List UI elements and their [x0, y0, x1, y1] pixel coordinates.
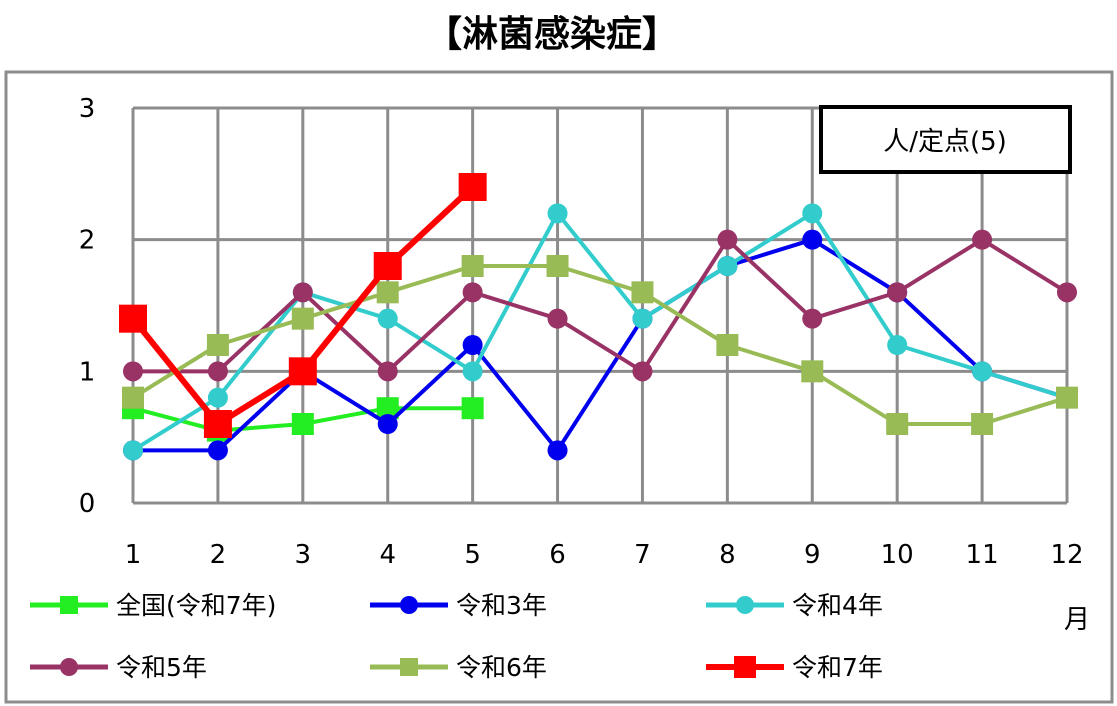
data-point	[376, 397, 399, 420]
data-point	[377, 308, 398, 329]
data-point	[207, 387, 228, 408]
chart-title: 【淋菌感染症】	[426, 14, 678, 55]
x-tick-label: 3	[295, 540, 312, 570]
series-layer	[119, 173, 1078, 461]
data-point	[716, 334, 739, 356]
data-point	[546, 255, 569, 277]
data-point	[887, 335, 908, 355]
unit-label: 人/定点(5)	[883, 127, 1007, 157]
data-point	[377, 414, 398, 434]
data-point	[886, 413, 909, 435]
data-point	[119, 304, 147, 333]
series-line	[131, 211, 1068, 453]
data-point	[292, 282, 313, 303]
data-point	[801, 360, 824, 383]
data-point	[206, 334, 229, 356]
x-tick-label: 7	[634, 540, 651, 570]
data-point	[376, 281, 399, 304]
series-line	[133, 237, 1069, 374]
data-point	[458, 173, 487, 201]
legend-label: 令和3年	[456, 591, 547, 620]
legend-label: 全国(令和7年)	[116, 591, 276, 620]
data-point	[462, 335, 483, 355]
x-tick-label: 12	[1050, 540, 1083, 570]
data-point	[802, 229, 823, 250]
legend-label: 令和5年	[116, 653, 207, 682]
legend-swatch-marker	[736, 596, 754, 614]
legend-item: 令和4年	[706, 591, 883, 620]
y-tick-label: 2	[79, 226, 96, 256]
series-6	[119, 173, 487, 438]
data-point	[373, 252, 402, 280]
data-point	[547, 440, 568, 461]
data-point	[632, 361, 653, 382]
x-tick-label: 9	[804, 540, 821, 570]
data-point	[461, 255, 484, 277]
legend-item: 令和7年	[706, 653, 883, 682]
legend-item: 令和3年	[370, 591, 547, 620]
legend-swatch-marker	[60, 596, 78, 614]
data-point	[717, 229, 738, 250]
legend-swatch-marker	[734, 656, 756, 678]
legend-label: 令和6年	[456, 653, 547, 682]
series-4	[123, 229, 1077, 382]
data-point	[971, 413, 994, 435]
data-point	[547, 308, 568, 329]
data-point	[972, 361, 993, 382]
x-tick-label: 5	[464, 540, 481, 570]
legend-item: 令和6年	[370, 653, 547, 682]
legend-swatch-marker	[400, 596, 418, 614]
series-3	[123, 203, 1077, 461]
x-axis-label: 月	[1064, 605, 1090, 635]
data-point	[547, 203, 568, 224]
data-point	[203, 410, 232, 438]
series-line	[133, 237, 1068, 453]
x-tick-label: 1	[125, 540, 142, 570]
legend-item: 令和5年	[30, 653, 207, 682]
data-point	[461, 397, 484, 420]
data-point	[462, 361, 483, 382]
data-point	[717, 256, 738, 276]
data-point	[207, 361, 228, 382]
legend-label: 令和4年	[792, 591, 883, 620]
legend-label: 令和7年	[792, 653, 883, 682]
data-point	[802, 203, 823, 224]
data-point	[1057, 282, 1077, 303]
data-point	[377, 361, 398, 382]
data-point	[972, 229, 993, 250]
data-point	[1056, 386, 1078, 409]
x-tick-label: 8	[719, 540, 736, 570]
series-5	[122, 255, 1078, 435]
data-point	[632, 308, 653, 329]
data-point	[887, 282, 908, 303]
data-point	[291, 307, 314, 330]
data-point	[207, 440, 228, 461]
x-tick-label: 2	[210, 540, 227, 570]
y-tick-label: 3	[79, 94, 96, 124]
data-point	[288, 357, 317, 386]
series-line	[131, 264, 1068, 426]
legend-swatch-marker	[60, 658, 78, 676]
y-tick-label: 0	[79, 489, 96, 519]
unit-label-box	[819, 105, 1072, 174]
y-tick-label: 1	[79, 357, 96, 387]
x-tick-label: 10	[881, 540, 914, 570]
data-point	[631, 281, 654, 304]
data-point	[802, 308, 823, 329]
data-point	[123, 440, 143, 461]
x-tick-label: 4	[379, 540, 396, 570]
data-point	[462, 282, 483, 303]
x-tick-label: 11	[966, 540, 999, 570]
data-point	[122, 386, 144, 409]
legend-item: 全国(令和7年)	[30, 591, 276, 620]
legend-swatch-marker	[400, 658, 418, 676]
data-point	[291, 413, 314, 435]
data-point	[123, 361, 143, 382]
x-tick-label: 6	[549, 540, 566, 570]
